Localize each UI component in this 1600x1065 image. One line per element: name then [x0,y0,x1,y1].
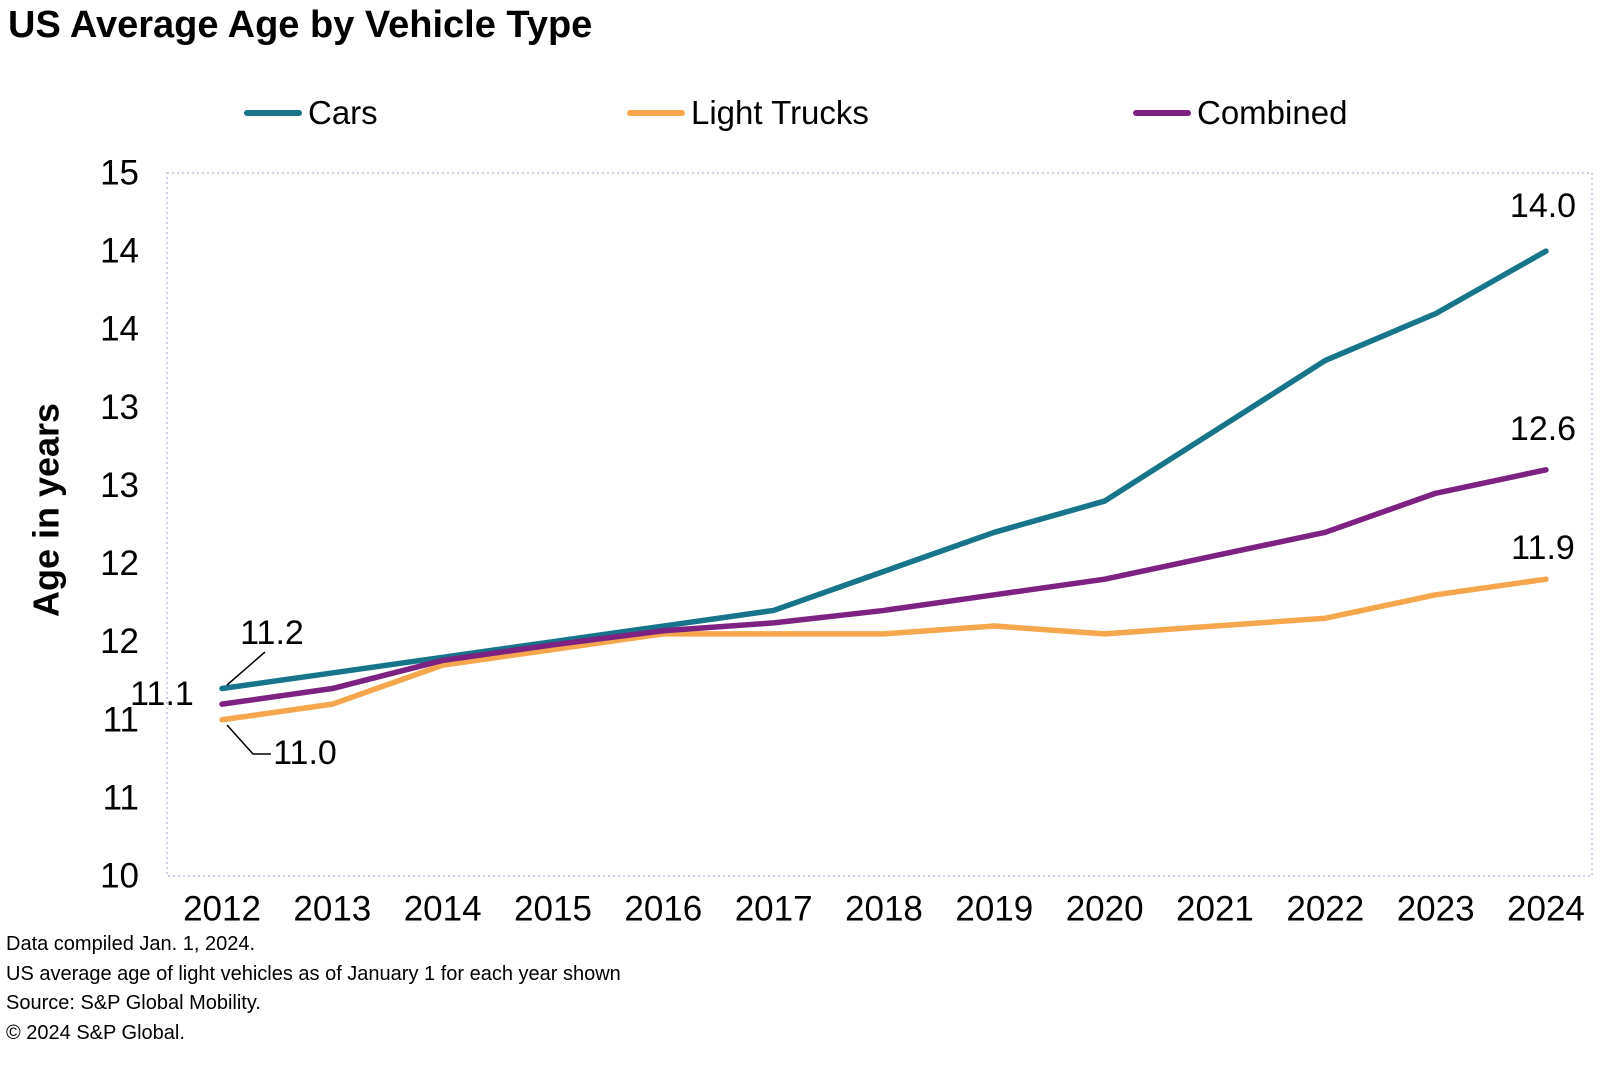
end-data-label-combined: 12.6 [1510,410,1576,448]
y-tick-label: 11 [103,700,139,739]
series-line-light-trucks [219,576,1549,723]
footer-line-source: Source: S&P Global Mobility. [6,992,261,1014]
legend-item-cars: Cars [244,94,378,132]
legend-label-cars: Cars [308,94,378,131]
x-tick-label: 2012 [183,890,261,929]
x-tick-label: 2020 [1066,890,1144,929]
x-axis-tick-labels: 2012 2013 2014 2015 2016 2017 2018 2019 2020 2021… [183,890,1585,929]
footer-line-copyright: © 2024 S&P Global. [6,1021,185,1044]
end-data-label-cars: 14.0 [1510,187,1576,225]
legend-label-combined: Combined [1197,94,1348,131]
y-tick-label: 10 [100,857,139,896]
x-tick-label: 2015 [514,890,592,929]
cars-legend-line-icon [244,110,302,116]
combined-legend-line-icon [1133,110,1191,116]
x-tick-label: 2014 [404,890,482,929]
legend-item-light-trucks: Light Trucks [627,94,869,132]
leader-line-cars [226,651,266,686]
x-tick-label: 2023 [1397,890,1475,929]
x-tick-label: 2018 [845,890,923,929]
y-axis-title: Age in years [26,403,67,617]
legend-item-combined: Combined [1133,94,1347,132]
x-tick-label: 2019 [955,890,1033,929]
footer-line-description: US average age of light vehicles as of J… [6,962,621,985]
end-data-label-light-trucks: 11.9 [1511,529,1575,567]
chart-legend: Cars Light Trucks Combined [0,94,1600,132]
y-tick-label: 12 [100,544,139,583]
series-line-cars [219,248,1549,692]
y-tick-label: 13 [100,466,139,505]
start-data-label-light-trucks: 11.0 [273,734,337,772]
x-tick-label: 2021 [1176,890,1254,929]
start-data-label-cars: 11.2 [240,614,304,652]
series-line-combined [219,467,1549,707]
leader-line-light-trucks [226,724,271,755]
x-tick-label: 2017 [735,890,813,929]
plot-border [166,172,1593,877]
y-tick-label: 14 [100,232,139,271]
x-tick-label: 2016 [624,890,702,929]
legend-label-light-trucks: Light Trucks [691,94,869,131]
y-tick-label: 14 [100,310,139,349]
start-data-label-combined: 11.1 [130,675,194,713]
x-tick-label: 2013 [293,890,371,929]
data-labels: 11.2 14.0 11.0 11.9 11.1 12.6 [130,187,1576,772]
page-title: US Average Age by Vehicle Type [8,4,593,46]
y-tick-label: 11 [103,778,139,817]
light-trucks-legend-line-icon [627,110,685,116]
y-tick-label: 12 [100,622,139,661]
y-tick-label: 13 [100,388,139,427]
y-axis-tick-labels: 15 14 14 13 13 12 12 11 11 10 [100,154,139,896]
series-lines [219,248,1549,723]
x-tick-label: 2022 [1286,890,1364,929]
footer-line-compiled: Data compiled Jan. 1, 2024. [6,933,256,955]
footer-notes: Data compiled Jan. 1, 2024. US average a… [6,930,621,1048]
y-tick-label: 15 [100,154,139,193]
x-tick-label: 2024 [1507,890,1585,929]
